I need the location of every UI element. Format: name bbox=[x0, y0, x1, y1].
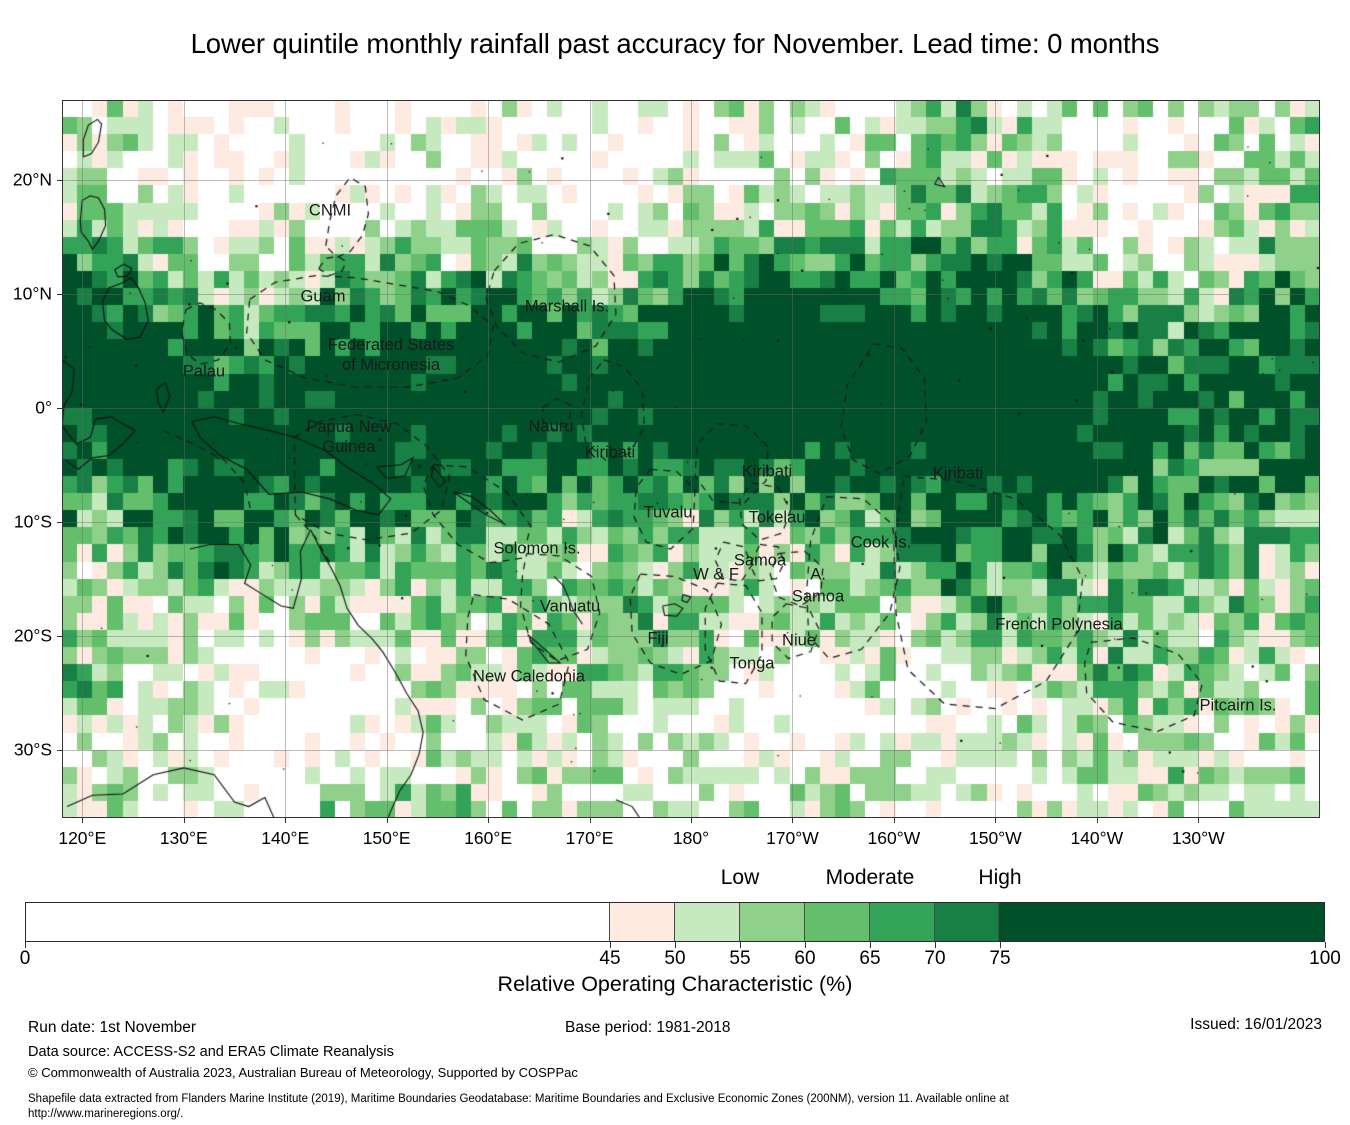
y-axis-tick-label: 30°S bbox=[13, 739, 52, 760]
colorbar-category-label: High bbox=[978, 866, 1022, 889]
colorbar-category-label: Low bbox=[720, 866, 760, 889]
x-axis-tick-label: 160°W bbox=[867, 828, 921, 848]
colorbar-tick-label: 0 bbox=[19, 948, 31, 969]
colorbar-tick-label: 60 bbox=[794, 948, 816, 969]
colorbar-segment bbox=[610, 903, 675, 941]
y-axis-tick-label: 20°N bbox=[12, 169, 52, 190]
x-axis-tick-label: 170°W bbox=[766, 828, 819, 848]
map-figure: CNMI Guam Marshall Is. Federated States of … bbox=[62, 100, 1320, 818]
x-axis-tick-label: 140°E bbox=[261, 828, 310, 848]
colorbar-tick-mark bbox=[1325, 942, 1326, 948]
x-axis-tick-mark bbox=[82, 818, 84, 823]
x-axis-tick-label: 130°W bbox=[1171, 828, 1225, 848]
x-axis-tick-label: 170°E bbox=[565, 828, 614, 848]
x-axis-tick-mark bbox=[691, 818, 692, 823]
base-period-text: Base period: 1981-2018 bbox=[565, 1019, 731, 1036]
colorbar-tick-label: 65 bbox=[859, 948, 881, 969]
x-axis-tick-label: 180° bbox=[672, 828, 710, 848]
colorbar-tick-mark bbox=[25, 942, 26, 948]
x-axis-tick-mark bbox=[792, 818, 794, 823]
x-axis-tick-label: 130°E bbox=[159, 828, 208, 848]
colorbar-tick-mark bbox=[870, 942, 871, 948]
colorbar-segment bbox=[804, 903, 870, 941]
colorbar-tick-mark bbox=[1000, 942, 1001, 948]
y-axis-tick-label: 10°N bbox=[12, 283, 52, 304]
y-axis-tick-label: 0° bbox=[35, 397, 52, 418]
x-axis-tick-mark bbox=[1096, 818, 1098, 823]
colorbar-tick-mark bbox=[805, 942, 806, 948]
copyright-text: © Commonwealth of Australia 2023, Austra… bbox=[28, 1065, 578, 1080]
shapefile-attribution: Shapefile data extracted from Flanders M… bbox=[28, 1092, 1328, 1122]
y-axis-tick-mark bbox=[57, 635, 62, 637]
colorbar-tick-label: 100 bbox=[1309, 948, 1341, 969]
colorbar-tick-label: 45 bbox=[599, 948, 621, 969]
colorbar-axis-title: Relative Operating Characteristic (%) bbox=[497, 972, 853, 996]
y-axis-tick-mark bbox=[57, 521, 62, 523]
page-title: Lower quintile monthly rainfall past acc… bbox=[190, 28, 1160, 59]
colorbar-tick-label: 50 bbox=[664, 948, 686, 969]
issued-date-text: Issued: 16/01/2023 bbox=[1190, 1016, 1322, 1033]
x-axis-tick-mark bbox=[488, 818, 490, 823]
data-source-text: Data source: ACCESS-S2 and ERA5 Climate … bbox=[28, 1044, 394, 1060]
colorbar-gradient bbox=[25, 902, 1325, 942]
x-axis-tick-label: 150°E bbox=[362, 828, 411, 848]
colorbar-tick-mark bbox=[935, 942, 936, 948]
colorbar-segment bbox=[26, 903, 611, 941]
colorbar-segment bbox=[999, 903, 1324, 941]
y-axis-tick-mark bbox=[57, 749, 62, 751]
x-axis-tick-mark bbox=[589, 818, 591, 823]
x-axis-tick-label: 140°W bbox=[1070, 828, 1124, 848]
y-axis-tick-mark bbox=[57, 179, 62, 181]
x-axis-tick-mark bbox=[183, 818, 185, 823]
shapefile-line-2: http://www.marineregions.org/. bbox=[28, 1108, 184, 1120]
colorbar-tick-label: 75 bbox=[989, 948, 1011, 969]
x-axis-tick-label: 120°E bbox=[58, 828, 107, 848]
x-axis-tick-mark bbox=[386, 818, 388, 823]
x-axis-tick-mark bbox=[893, 818, 895, 823]
rainfall-roc-heatmap bbox=[62, 100, 1320, 818]
colorbar-category-label: Moderate bbox=[825, 866, 915, 889]
colorbar-segment bbox=[739, 903, 805, 941]
y-axis-tick-mark bbox=[57, 293, 62, 295]
x-axis-tick-label: 150°W bbox=[968, 828, 1022, 848]
y-axis-tick-mark bbox=[57, 407, 62, 409]
x-axis-tick-label: 160°E bbox=[464, 828, 513, 848]
colorbar-tick-mark bbox=[740, 942, 741, 948]
colorbar bbox=[25, 902, 1325, 942]
y-axis-tick-label: 20°S bbox=[13, 625, 52, 646]
shapefile-line-1: Shapefile data extracted from Flanders M… bbox=[28, 1093, 1009, 1105]
colorbar-segment bbox=[869, 903, 935, 941]
colorbar-tick-label: 70 bbox=[924, 948, 946, 969]
run-date-text: Run date: 1st November bbox=[28, 1019, 197, 1036]
x-axis-tick-mark bbox=[1198, 818, 1200, 823]
colorbar-tick-label: 55 bbox=[729, 948, 751, 969]
x-axis-tick-mark bbox=[995, 818, 997, 823]
colorbar-segment bbox=[674, 903, 740, 941]
x-axis-tick-mark bbox=[285, 818, 287, 823]
y-axis-tick-label: 10°S bbox=[13, 511, 52, 532]
colorbar-segment bbox=[934, 903, 1000, 941]
colorbar-tick-mark bbox=[675, 942, 676, 948]
colorbar-tick-mark bbox=[610, 942, 611, 948]
footer: Run date: 1st November Base period: 1981… bbox=[0, 1008, 1350, 1125]
